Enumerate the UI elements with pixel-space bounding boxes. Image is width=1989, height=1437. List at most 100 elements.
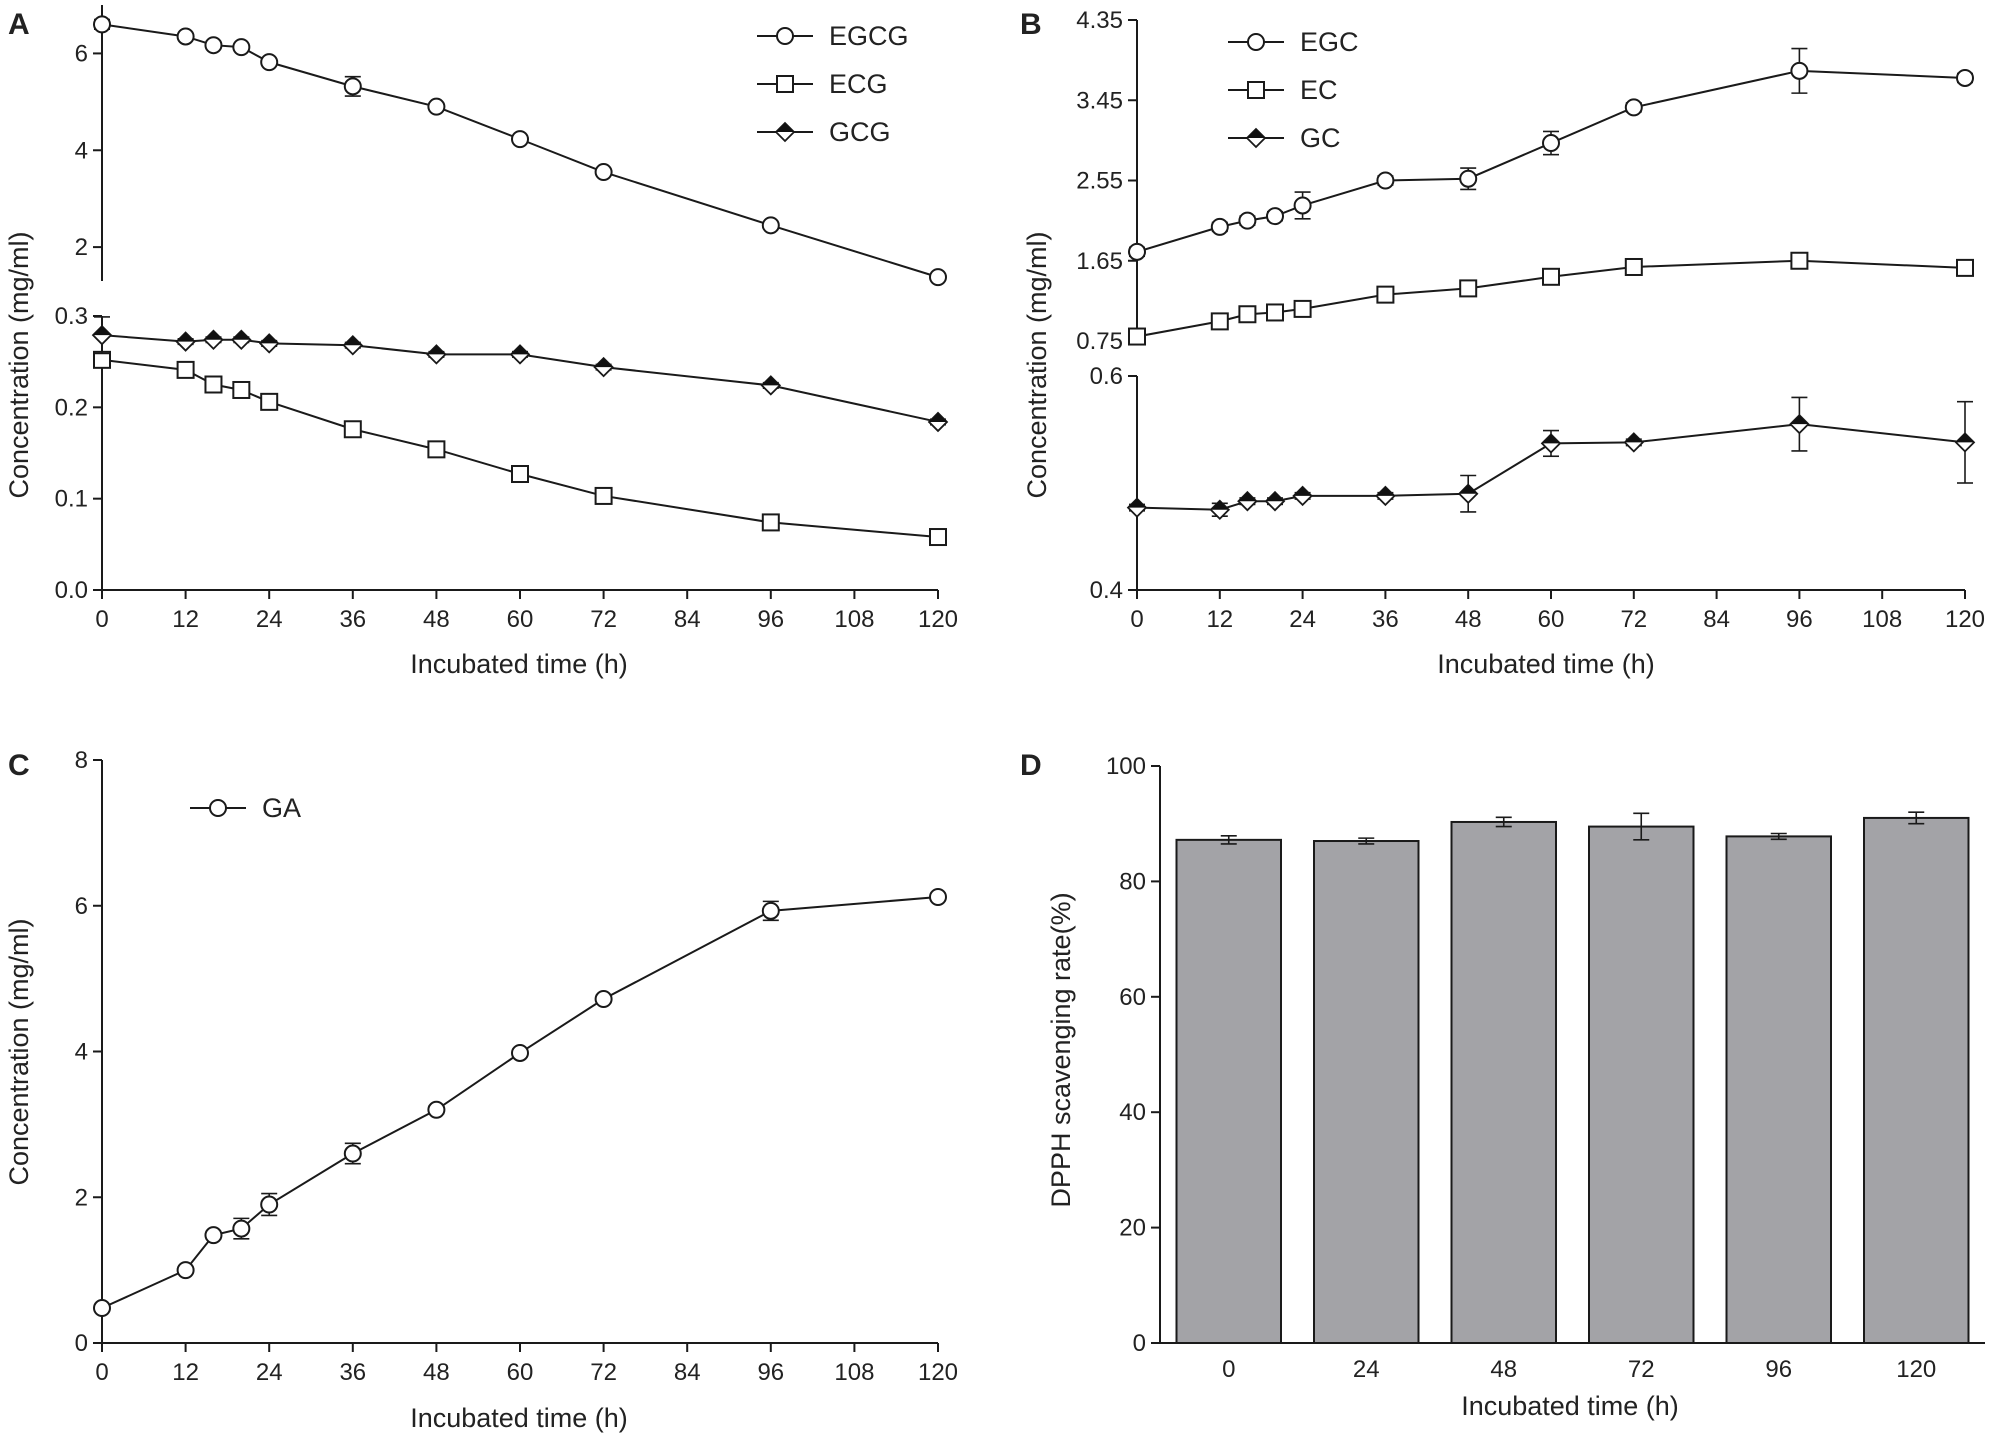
panel-b-egc-point (1376, 171, 1395, 190)
panel-c-y-axis-label: Concentration (mg/ml) (4, 918, 34, 1185)
panel-a-x-tick-label: 96 (757, 606, 784, 633)
panel-b-x-tick-label: 36 (1372, 606, 1399, 633)
panel-d-y-tick-label: 0 (1133, 1330, 1146, 1357)
panel-a-egcg-point (176, 27, 195, 46)
panel-a-x-tick-label: 48 (423, 606, 450, 633)
panel-c-x-tick-label: 48 (423, 1359, 450, 1386)
panel-a: A Concentration (mg/ml) Incubated time (… (4, 8, 628, 679)
panel-a-egcg-point (204, 36, 223, 55)
panel-a-gcg-point (231, 329, 252, 351)
panel-c-ga-point (929, 888, 947, 907)
panel-a-egcg-point (232, 38, 251, 57)
panel-b-legend-marker-ec (1247, 81, 1265, 99)
panel-d-y-tick-label: 60 (1119, 984, 1146, 1011)
panel-c-series-ga-line (101, 896, 939, 1309)
panel-a-gcg-point (258, 333, 280, 354)
panel-d-x-tick-label: 120 (1896, 1356, 1936, 1383)
panel-b-egc-point (1238, 211, 1257, 230)
panel-c-x-tick-label: 12 (172, 1359, 199, 1386)
panel-c-main-y-tick-label: 2 (75, 1184, 88, 1211)
panel-b-lower-y-tick-label: 0.4 (1090, 577, 1123, 604)
panel-a-lower-y-tick-label: 0.0 (55, 577, 88, 604)
panel-d-x-tick-label: 72 (1628, 1356, 1655, 1383)
panel-b-x-axis-label: Incubated time (h) (1437, 649, 1655, 679)
panel-c-ga-point (427, 1100, 446, 1119)
panel-b-upper-y-tick-label: 3.45 (1076, 87, 1123, 114)
panel-a-lower-y-tick-label: 0.1 (55, 486, 88, 513)
panel-c-x-tick-label: 0 (95, 1359, 108, 1386)
panel-b-lower-y-tick-label: 0.6 (1090, 363, 1123, 390)
panel-b-ec-point (1624, 257, 1643, 276)
panel-b-ec-point (1956, 258, 1974, 277)
panel-b-legend-label-ec: EC (1300, 75, 1338, 105)
panel-d-bar (1725, 835, 1832, 1344)
panel-b-egc-point (1266, 207, 1284, 226)
panel-b-egc-point (1293, 196, 1312, 215)
panel-d-bar (1450, 820, 1557, 1344)
panel-a-x-tick-label: 84 (674, 606, 701, 633)
panel-c-ga-point (93, 1299, 111, 1318)
panel-a-egcg-point (511, 130, 529, 149)
panel-a-legend-marker-egcg (776, 27, 794, 45)
panel-b-x-tick-label: 120 (1945, 606, 1985, 633)
panel-a-ecg-point (343, 420, 362, 439)
panel-a-egcg-point (929, 268, 947, 287)
panel-a-ecg-point (232, 380, 251, 399)
panel-a-upper-y-tick-label: 4 (75, 137, 88, 164)
panel-b-gc-point (1237, 490, 1258, 512)
panel-label-b: B (1020, 8, 1042, 41)
panel-a-gcg-point (342, 334, 364, 356)
panel-a-gcg-point (203, 329, 224, 351)
panel-b-gc-point (1264, 490, 1286, 512)
panel-label-d: D (1020, 749, 1042, 782)
panel-a-egcg-point (260, 53, 279, 72)
panel-b-ec-point (1238, 305, 1257, 324)
panel-b-gc-point (1540, 433, 1562, 454)
panel-b-gc-point (1457, 483, 1479, 504)
panel-a-legend-label-egcg: EGCG (829, 21, 909, 51)
panel-a-lower-y-tick-label: 0.2 (55, 394, 88, 421)
panel-b-legend-label-gc: GC (1300, 123, 1341, 153)
panel-a-ecg-point (260, 392, 279, 411)
panel-a-legend-marker-gcg (774, 121, 796, 143)
panel-a-series-egcg-line (101, 23, 939, 279)
panel-a-gcg-point (91, 324, 113, 346)
plot-layer: 0 12 24 36 48 60 72 84 96 108 1202460.00.10.20.3EG… (55, 5, 1985, 1386)
panel-a-x-tick-label: 24 (256, 606, 283, 633)
panel-a-x-axis-label: Incubated time (h) (410, 649, 628, 679)
panel-a-ecg-point (761, 513, 780, 532)
panel-c-ga-point (204, 1226, 223, 1245)
panel-c-ga-point (260, 1195, 279, 1214)
panel-a-x-tick-label: 72 (590, 606, 617, 633)
panel-b-ec-point (1210, 312, 1229, 331)
panel-b-egc-point (1210, 217, 1229, 236)
panel-a-ecg-point (427, 440, 446, 459)
panel-a-gcg-point (593, 356, 614, 378)
panel-b-x-tick-label: 108 (1862, 606, 1902, 633)
panel-a-gcg-point (760, 375, 782, 396)
panel-a-gcg-point (927, 411, 949, 433)
panel-c: C Concentration (mg/ml) Incubated time (… (4, 749, 628, 1433)
panel-b-x-tick-label: 60 (1538, 606, 1565, 633)
panel-a-y-axis-label: Concentration (mg/ml) (4, 231, 34, 498)
panel-b-x-tick-label: 12 (1206, 606, 1233, 633)
panel-c-ga-point (594, 990, 613, 1009)
panel-b-legend-marker-gc (1245, 127, 1267, 149)
panel-b-legend-marker-egc (1247, 33, 1265, 51)
panel-a-ecg-point (176, 360, 195, 379)
panel-b-upper-y-tick-label: 0.75 (1076, 328, 1123, 355)
panel-a-egcg-point (93, 15, 111, 34)
panel-d-x-tick-label: 24 (1353, 1356, 1380, 1383)
panel-b-ec-point (1542, 267, 1560, 286)
panel-b-egc-point (1542, 134, 1560, 153)
panel-a-ecg-point (204, 375, 223, 394)
panel-b-gc-point (1126, 497, 1148, 518)
panel-d-y-tick-label: 100 (1106, 753, 1146, 780)
panel-c-x-tick-label: 72 (590, 1359, 617, 1386)
panel-b-upper-y-tick-label: 2.55 (1076, 168, 1123, 195)
panel-b-gc-point (1375, 485, 1396, 507)
panel-c-ga-point (511, 1043, 529, 1062)
panel-b-gc-point (1623, 432, 1645, 453)
panel-b-gc-point (1789, 413, 1810, 435)
